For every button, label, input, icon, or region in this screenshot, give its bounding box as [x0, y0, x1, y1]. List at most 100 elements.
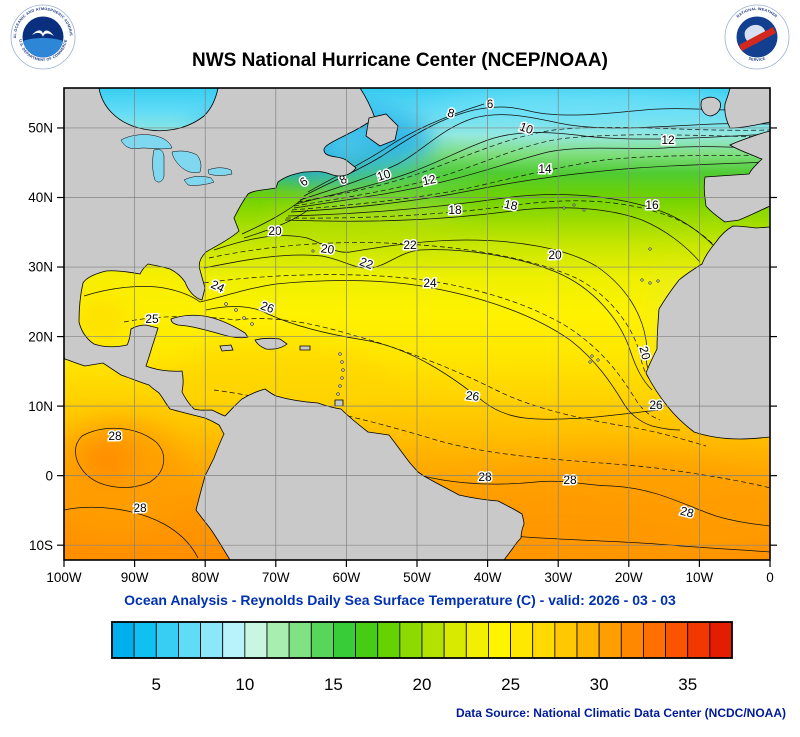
x-axis-tick-label: 60W: [333, 570, 361, 585]
contour-label: 22: [403, 238, 417, 252]
colorbar-cell: [532, 621, 556, 659]
colorbar-tick-label: 20: [413, 675, 432, 694]
noaa-logo: NATIONAL OCEANIC AND ATMOSPHERIC ADMINIS…: [10, 4, 76, 70]
nws-emblem-banner: [739, 27, 776, 51]
x-axis-tick-label: 0: [766, 570, 774, 585]
colorbar-cell: [510, 621, 534, 659]
island-hispaniola: [254, 337, 288, 350]
colorbar-cells: [111, 621, 733, 659]
colorbar-tick-label: 10: [235, 675, 254, 694]
x-axis-tick-label: 70W: [262, 570, 290, 585]
colorbar-cell: [665, 621, 689, 659]
y-axis-tick-label: 40N: [28, 190, 53, 205]
y-axis-tick-label: 20N: [28, 329, 53, 344]
contour-label: 6: [487, 97, 494, 111]
axis-labels: 100W 90W 80W 70W 60W 50W 40W 30W 20W 10W 0 50N 40N 30…: [28, 121, 777, 585]
contour-label: 28: [478, 470, 492, 484]
colorbar-cell: [178, 621, 201, 659]
island-jamaica: [219, 344, 234, 352]
colorbar-labels: 5 10 15 20 25 30 35: [152, 675, 698, 694]
contour-label: 24: [423, 276, 437, 290]
island-cuba: [170, 314, 249, 339]
land: [64, 88, 770, 560]
colorbar-cell: [443, 621, 467, 659]
y-axis-tick-label: 10N: [28, 399, 53, 414]
colorbar-tick-label: 25: [501, 675, 520, 694]
grid-lines: [64, 88, 770, 560]
colorbar-cell: [222, 621, 246, 659]
x-axis-tick-label: 100W: [46, 570, 82, 585]
colorbar-tick-label: 35: [678, 675, 697, 694]
contour-label: 12: [661, 133, 675, 147]
land-ireland: [700, 96, 721, 117]
contour-label: 25: [145, 312, 159, 326]
colorbar-cell: [620, 621, 644, 659]
land-iberia-france: [703, 130, 770, 223]
land-africa: [645, 225, 770, 440]
nws-logo: NATIONAL WEATHER SERVICE: [724, 4, 790, 70]
map-caption: Ocean Analysis - Reynolds Daily Sea Surf…: [124, 592, 676, 608]
colorbar-tick-label: 5: [152, 675, 161, 694]
colorbar-cell: [377, 621, 401, 659]
page-title: NWS National Hurricane Center (NCEP/NOAA…: [192, 50, 608, 71]
small-islands: [224, 203, 660, 396]
colorbar-cell: [421, 621, 445, 659]
x-axis-tick-label: 90W: [121, 570, 149, 585]
noaa-emblem-sea: [23, 38, 63, 58]
x-axis-tick-label: 50W: [403, 570, 431, 585]
nws-ring-text-bottom: SERVICE: [748, 56, 766, 62]
contour-label: 26: [649, 398, 663, 412]
colorbar-cell: [643, 621, 666, 659]
island-puerto-rico: [299, 345, 311, 351]
y-axis-tick-label: 0: [45, 468, 53, 483]
contour-label: 16: [645, 198, 659, 212]
land-newfoundland: [365, 113, 399, 147]
contour-label: 28: [563, 473, 577, 487]
contour-label: 10: [375, 166, 392, 184]
colorbar-tick-label: 30: [590, 675, 609, 694]
data-source-note: Data Source: National Climatic Data Cent…: [455, 706, 786, 720]
colorbar-cell: [133, 621, 157, 659]
colorbar-cell: [266, 621, 290, 659]
colorbar-cell: [576, 621, 600, 659]
contour-label: 20: [320, 241, 335, 257]
colorbar-cell: [598, 621, 622, 659]
contour-label: 20: [548, 248, 562, 262]
y-axis-tick-label: 50N: [28, 121, 53, 136]
contour-label: 14: [538, 162, 552, 176]
colorbar-cell: [554, 621, 578, 659]
contour-label: 20: [636, 345, 653, 362]
contour-label: 28: [133, 501, 147, 515]
colorbar-cell: [288, 621, 312, 659]
contour-label: 28: [108, 429, 122, 443]
contour-label: 26: [465, 388, 480, 404]
colorbar-cell: [488, 621, 511, 659]
colorbar-cell: [155, 621, 179, 659]
contour-label: 20: [268, 224, 282, 238]
colorbar-cell: [687, 621, 711, 659]
colorbar: 5 10 15 20 25 30 35: [111, 621, 733, 694]
colorbar-cell: [709, 621, 733, 659]
contour-label: 12: [421, 172, 437, 189]
y-axis-tick-label: 10S: [29, 538, 53, 553]
contour-label: 18: [503, 197, 519, 214]
island-trinidad: [334, 399, 344, 407]
x-axis-tick-label: 10W: [686, 570, 714, 585]
colorbar-cell: [200, 621, 224, 659]
contour-label: 18: [448, 203, 462, 217]
y-axis-tick-label: 30N: [28, 260, 53, 275]
colorbar-cell: [244, 621, 268, 659]
colorbar-tick-label: 15: [324, 675, 343, 694]
colorbar-cell: [355, 621, 379, 659]
noaa-seagull-icon: [32, 30, 54, 37]
x-axis-tick-label: 80W: [191, 570, 219, 585]
colorbar-cell: [399, 621, 423, 659]
colorbar-border: [111, 621, 733, 659]
colorbar-cell: [465, 621, 489, 659]
colorbar-cell: [111, 621, 135, 659]
x-axis-tick-label: 20W: [615, 570, 643, 585]
contour-label: 28: [679, 504, 696, 521]
